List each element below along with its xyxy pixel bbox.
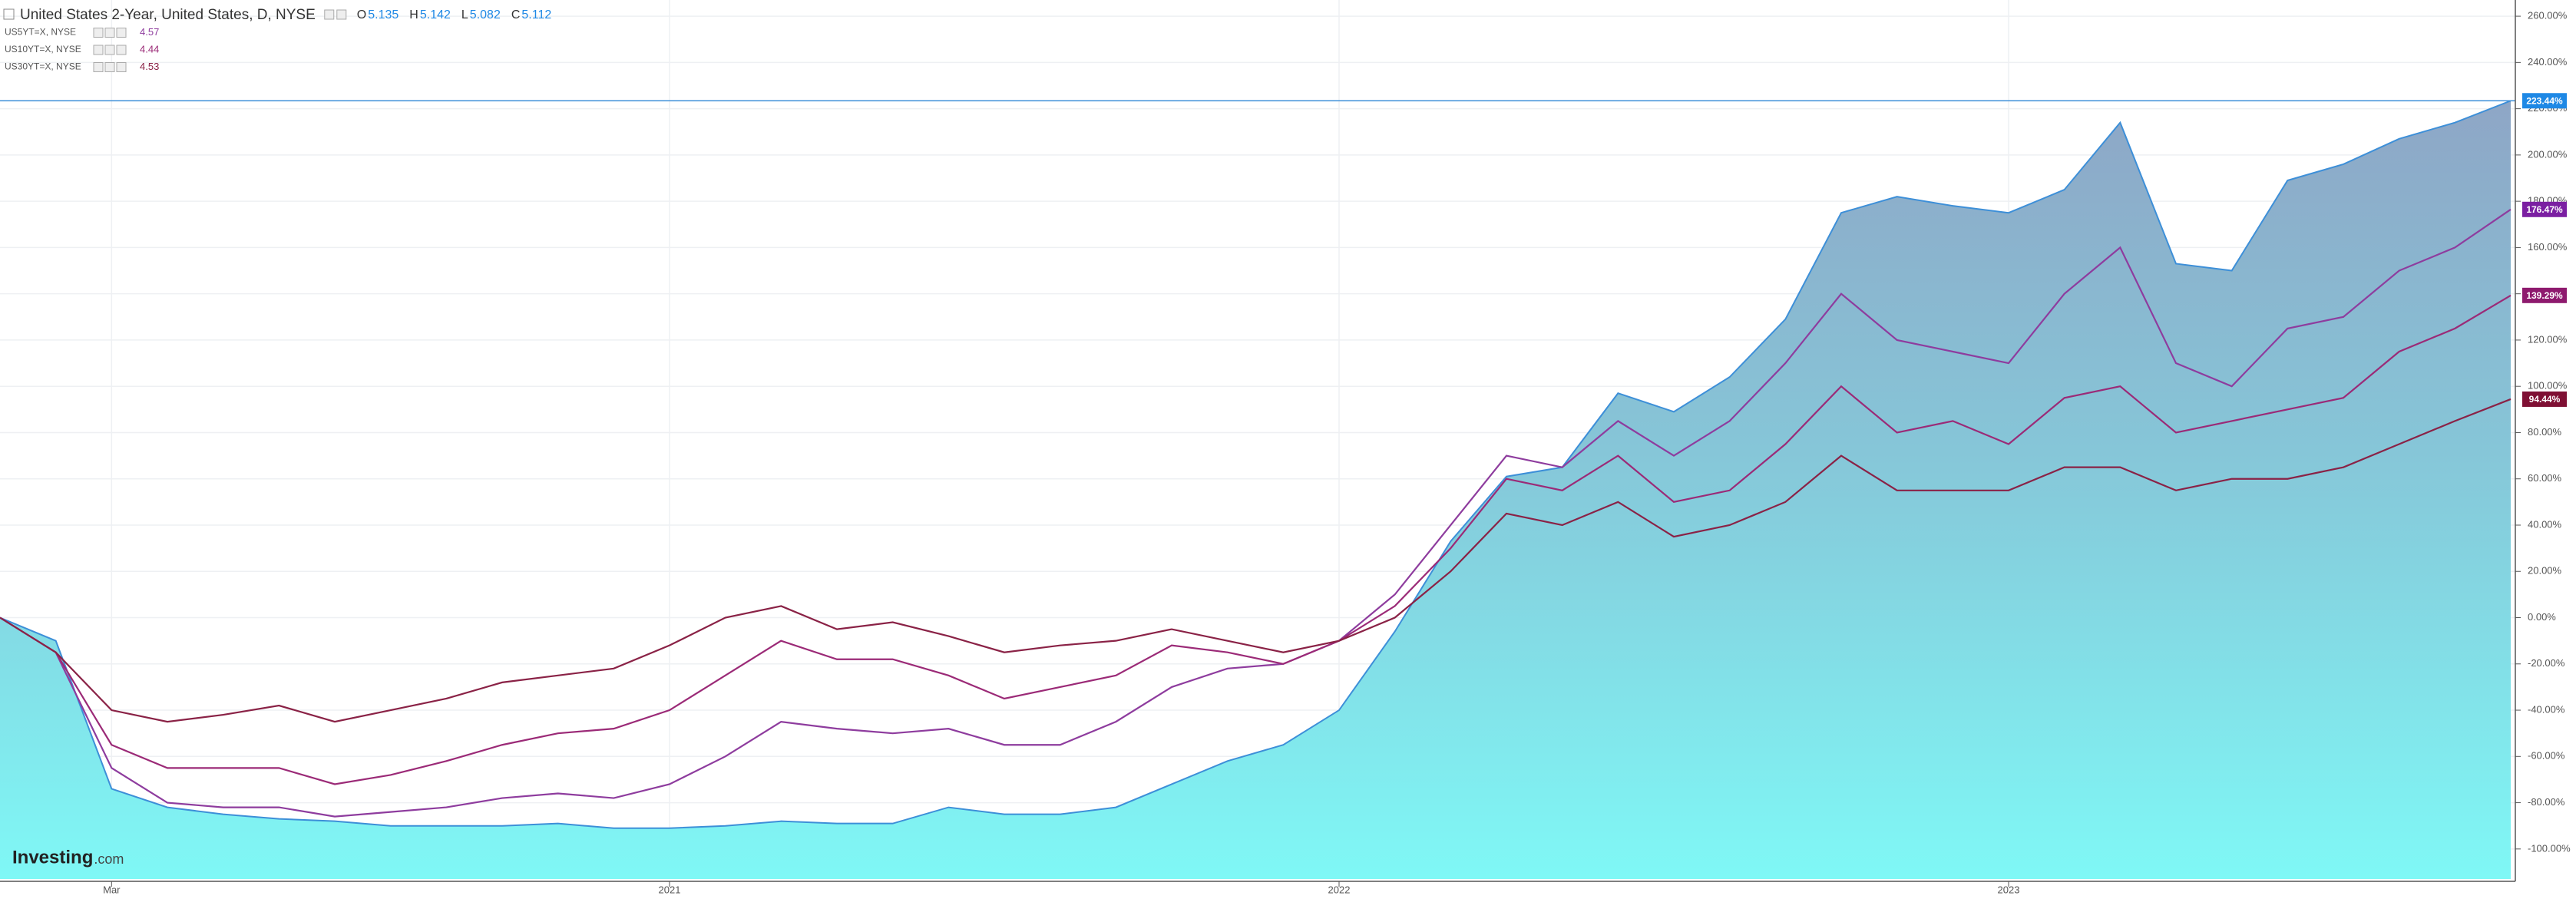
value-label: 223.44% bbox=[2526, 95, 2563, 106]
x-tick-label: 2023 bbox=[1998, 884, 2020, 895]
value-label-box bbox=[2522, 287, 2567, 303]
y-tick-label: 20.00% bbox=[2528, 565, 2562, 577]
value-label-box bbox=[2522, 201, 2567, 217]
legend-button[interactable] bbox=[93, 45, 104, 55]
header-button[interactable] bbox=[336, 9, 347, 20]
logo-text: Investing bbox=[12, 847, 93, 868]
legend-button[interactable] bbox=[104, 62, 115, 72]
legend-button[interactable] bbox=[93, 28, 104, 38]
legend-button[interactable] bbox=[104, 45, 115, 55]
legend-button[interactable] bbox=[116, 45, 127, 55]
ohlc-key: H bbox=[409, 8, 418, 21]
ohlc-value: 5.082 bbox=[470, 8, 501, 21]
y-tick-label: 100.00% bbox=[2528, 380, 2568, 392]
axes: -100.00% -80.00% -60.00% -40.00% -20.00% 0.00… bbox=[103, 10, 2571, 896]
line bbox=[0, 398, 2512, 723]
x-tick-label: Mar bbox=[103, 884, 121, 895]
line bbox=[0, 294, 2512, 785]
y-tick-label: 200.00% bbox=[2528, 148, 2568, 160]
header-button[interactable] bbox=[324, 9, 335, 20]
y-tick-label: -60.00% bbox=[2528, 750, 2565, 762]
y-tick-label: 120.00% bbox=[2528, 333, 2568, 345]
legend-button[interactable] bbox=[93, 62, 104, 72]
legend-value: 4.44 bbox=[140, 43, 159, 55]
header: United States 2-Year, United States, D, … bbox=[3, 7, 551, 72]
legend-name: US5YT=X, NYSE bbox=[5, 27, 76, 38]
chart-title: United States 2-Year, United States, D, … bbox=[20, 7, 316, 23]
ohlc-key: O bbox=[357, 8, 366, 21]
y-tick-label: -40.00% bbox=[2528, 703, 2565, 715]
value-label: 139.29% bbox=[2526, 290, 2563, 301]
legend-value: 4.57 bbox=[140, 26, 159, 38]
ohlc-value: 5.112 bbox=[521, 8, 551, 21]
y-tick-label: -20.00% bbox=[2528, 657, 2565, 669]
area-line bbox=[0, 100, 2512, 829]
y-tick-label: 60.00% bbox=[2528, 472, 2562, 484]
collapse-icon[interactable] bbox=[3, 8, 15, 20]
y-tick-label: 160.00% bbox=[2528, 241, 2568, 253]
legend-name: US30YT=X, NYSE bbox=[5, 61, 81, 72]
area bbox=[0, 101, 2511, 879]
legend-button[interactable] bbox=[116, 62, 127, 72]
legend-value: 4.53 bbox=[140, 61, 159, 72]
y-tick-label: 0.00% bbox=[2528, 611, 2556, 623]
y-tick-label: 240.00% bbox=[2528, 56, 2568, 68]
x-tick-label: 2021 bbox=[659, 884, 681, 895]
legend-button[interactable] bbox=[116, 28, 127, 38]
logo-suffix: .com bbox=[94, 851, 124, 867]
value-label: 176.47% bbox=[2526, 204, 2563, 215]
x-tick-label: 2022 bbox=[1328, 884, 1351, 895]
value-label-box bbox=[2522, 93, 2567, 109]
line bbox=[0, 208, 2512, 818]
logo: Investing .com bbox=[12, 847, 124, 868]
ohlc-key: L bbox=[461, 8, 468, 21]
y-tick-label: 260.00% bbox=[2528, 10, 2568, 21]
value-label: 94.44% bbox=[2529, 394, 2561, 405]
y-tick-label: -100.00% bbox=[2528, 842, 2571, 854]
legend-button[interactable] bbox=[104, 28, 115, 38]
value-label-box bbox=[2522, 391, 2567, 407]
ohlc-value: 5.142 bbox=[420, 8, 451, 21]
ohlc-value: 5.135 bbox=[368, 8, 398, 21]
y-tick-label: 80.00% bbox=[2528, 426, 2562, 438]
legend-name: US10YT=X, NYSE bbox=[5, 44, 81, 55]
y-tick-label: -80.00% bbox=[2528, 796, 2565, 808]
y-tick-label: 40.00% bbox=[2528, 518, 2562, 530]
plot bbox=[0, 100, 2515, 879]
ohlc-key: C bbox=[511, 8, 521, 21]
